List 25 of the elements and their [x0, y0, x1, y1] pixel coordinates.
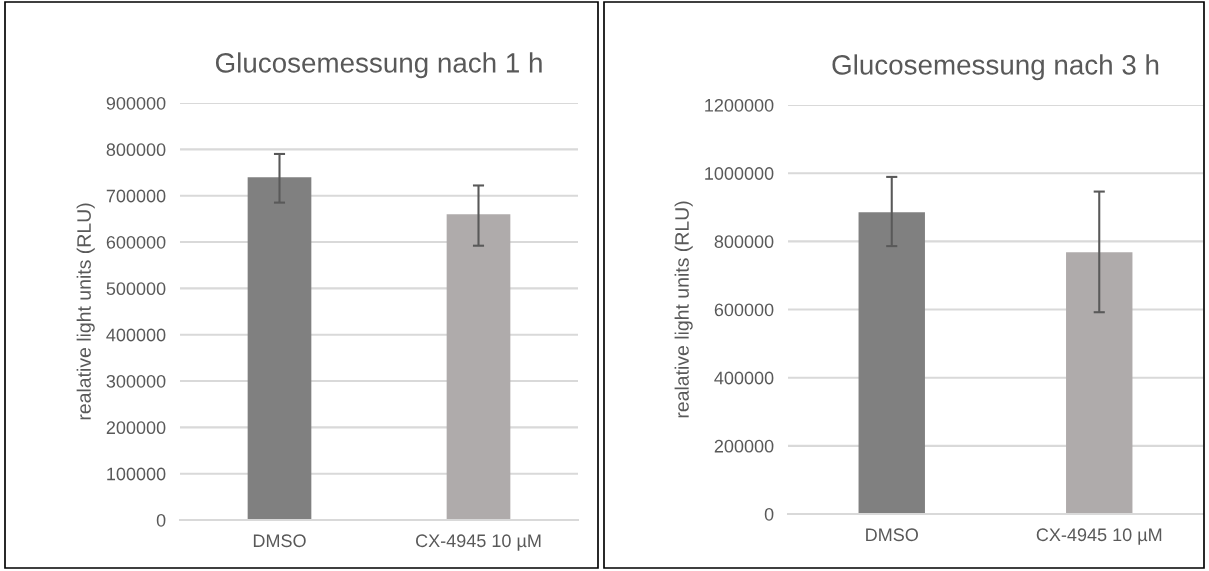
y-tick-label: 400000	[106, 328, 166, 342]
y-tick-label: 800000	[106, 143, 166, 157]
y-tick-label: 0	[156, 513, 166, 527]
chart-title: Glucosemessung nach 1 h	[215, 52, 542, 79]
x-tick-label: DMSO	[866, 528, 918, 542]
y-tick-label: 400000	[714, 371, 774, 385]
y-axis-title: realative light units (RLU)	[76, 203, 95, 420]
y-tick-label: 100000	[107, 467, 166, 481]
x-tick-label: CX-4945 10 µM	[416, 534, 541, 551]
y-tick-label: 200000	[714, 439, 774, 453]
y-tick-label: 1000000	[705, 167, 774, 180]
y-tick-label: 900000	[106, 96, 166, 110]
y-tick-label: 600000	[714, 303, 774, 317]
y-axis-title: realative light units (RLU)	[674, 201, 693, 418]
y-tick-label: 300000	[106, 374, 166, 388]
y-tick-label: 800000	[714, 235, 774, 249]
y-tick-label: 1200000	[705, 98, 774, 112]
y-tick-label: 500000	[106, 282, 166, 296]
x-tick-label: DMSO	[253, 534, 306, 548]
x-tick-label: CX-4945 10 µM	[1036, 528, 1162, 545]
y-tick-label: 0	[764, 507, 774, 521]
y-tick-label: 700000	[106, 189, 166, 203]
chart-title: Glucosemessung nach 3 h	[832, 54, 1159, 81]
y-tick-label: 200000	[106, 421, 166, 435]
y-tick-label: 600000	[106, 235, 166, 249]
